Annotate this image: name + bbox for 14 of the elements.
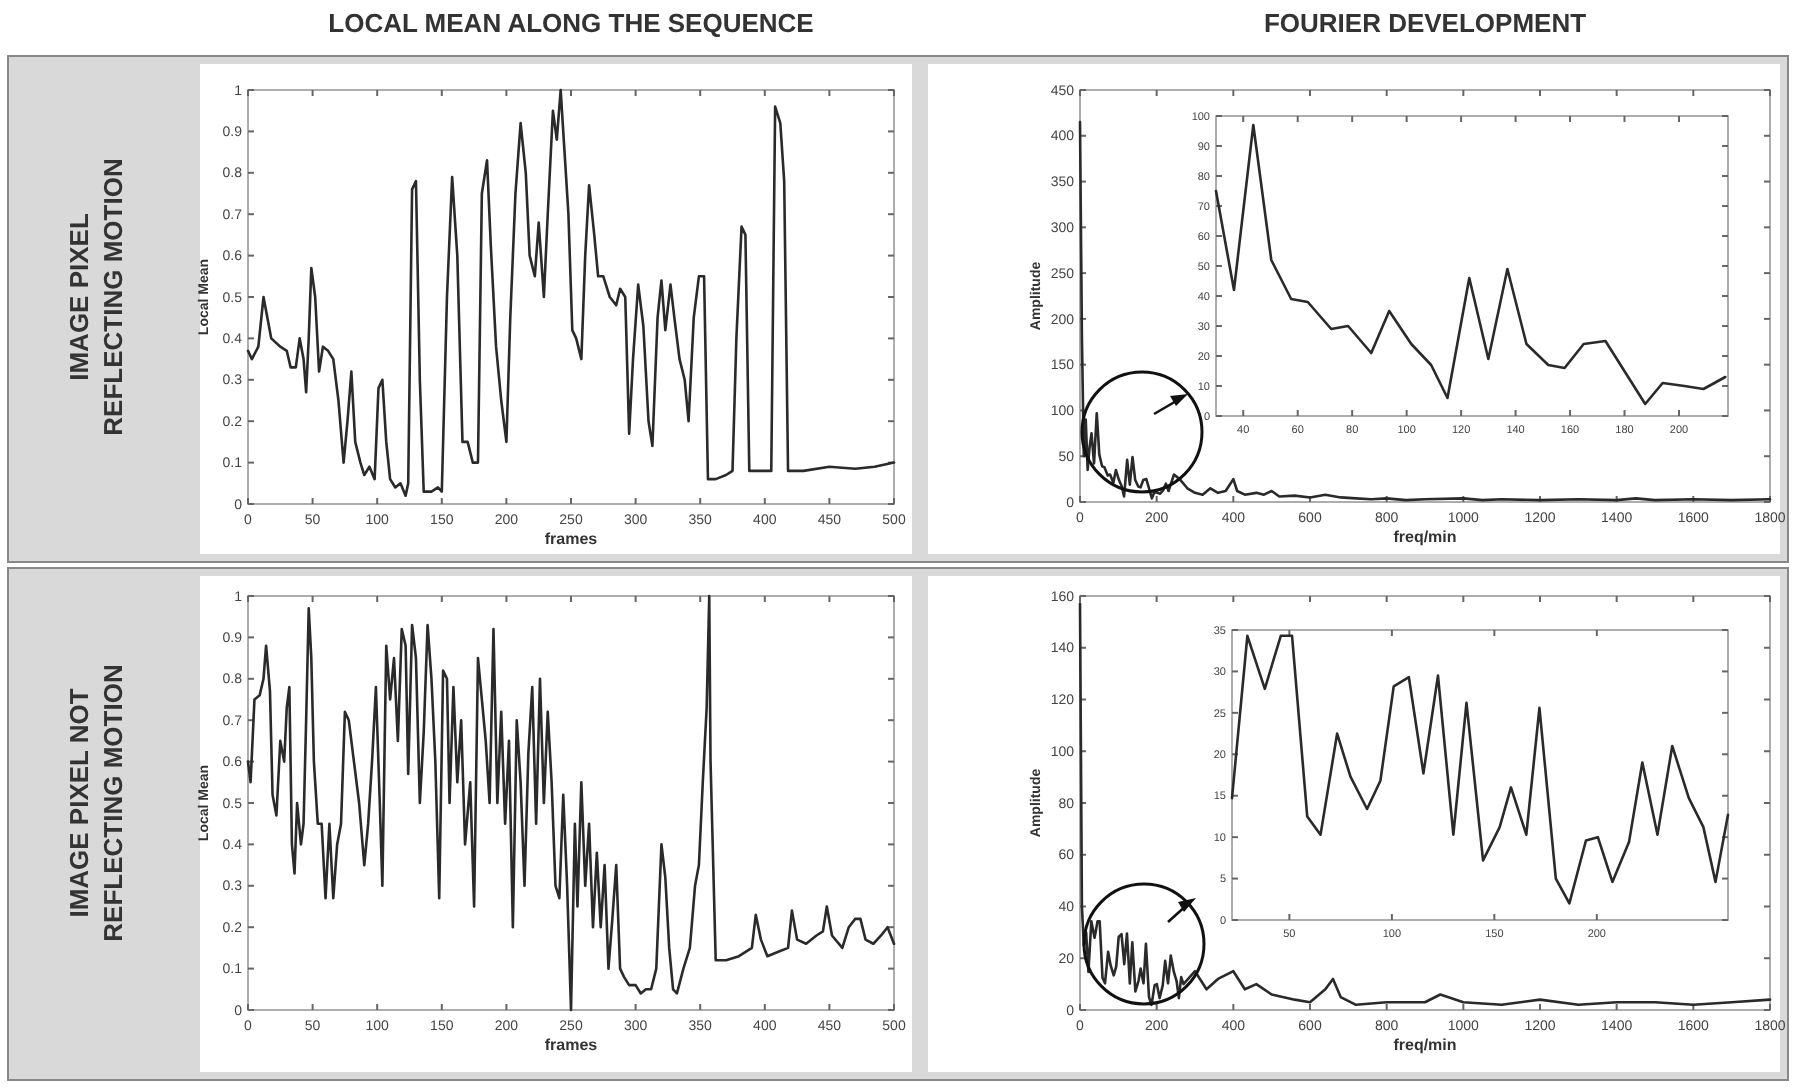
x-axis-title: frames xyxy=(544,530,599,548)
line-series xyxy=(1078,120,1772,502)
line-series xyxy=(246,594,896,1012)
x-axis-title: freq/min xyxy=(1393,528,1457,546)
text: IMAGE PIXEL REFLECTING MOTION xyxy=(64,158,128,436)
x-axis-title: frames xyxy=(544,1036,599,1054)
line-series xyxy=(246,88,896,498)
chart-title: FOURIER DEVELOPMENT xyxy=(1263,8,1587,38)
line-series xyxy=(1078,602,1772,1007)
text: IMAGE PIXEL NOT REFLECTING MOTION xyxy=(64,664,128,942)
line-series xyxy=(1230,634,1730,905)
x-axis-title: freq/min xyxy=(1393,1036,1457,1054)
chart-title: LOCAL MEAN ALONG THE SEQUENCE xyxy=(328,8,815,38)
line-series xyxy=(1214,123,1727,406)
